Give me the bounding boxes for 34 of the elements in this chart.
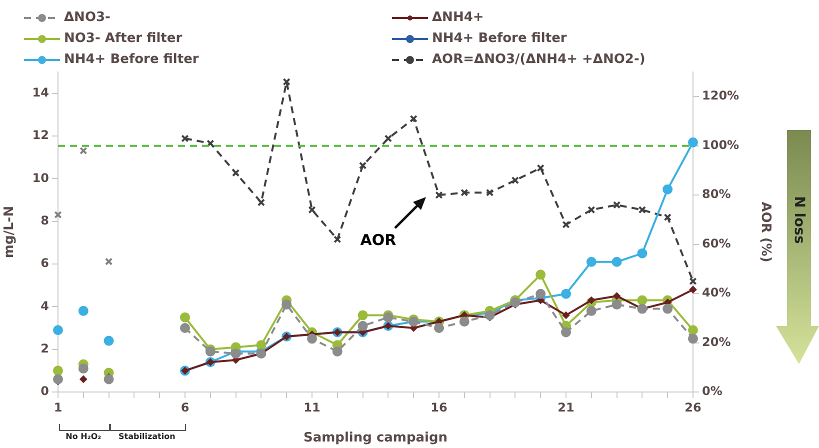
legend-label: ΔNO3- (64, 10, 110, 25)
text: N loss (791, 196, 807, 244)
y-tick-label: 4 (40, 298, 49, 313)
text: Stabilization (118, 432, 176, 441)
y2-tick-label: 60% (702, 236, 731, 250)
legend-label: NH4+ Before filter (432, 31, 567, 46)
x-tick-label: 26 (684, 400, 702, 414)
y2-tick-label: 40% (702, 286, 731, 300)
y2-tick-label: 20% (702, 334, 731, 349)
legend-label: AOR=ΔNO3/(ΔNH4+ +ΔNO2-) (432, 52, 646, 67)
y2-tick-label: 0% (702, 384, 722, 398)
text: No H₂O₂ (66, 432, 102, 441)
y-tick-label: 8 (40, 213, 49, 228)
y-tick-label: 12 (32, 128, 49, 142)
y2-axis-title: AOR (%) (758, 202, 773, 262)
legend-label: NO3- After filter (64, 31, 182, 46)
annotation: AOR (360, 230, 396, 249)
y-axis-title: mg/L-N (2, 206, 18, 258)
y-tick-label: 14 (32, 85, 49, 100)
y-tick-label: 2 (40, 341, 49, 356)
x-axis-title: Sampling campaign (303, 430, 448, 446)
y2-tick-label: 120% (702, 88, 740, 103)
y2-tick-label: 80% (702, 187, 731, 202)
x-tick-label: 1 (54, 400, 62, 414)
y-tick-label: 10 (32, 170, 49, 185)
y2-tick-label: 100% (702, 138, 740, 152)
legend-label: NH4+ Before filter (64, 52, 199, 67)
x-tick-label: 11 (304, 400, 320, 414)
x-tick-label: 6 (180, 400, 190, 414)
y-tick-label: 6 (40, 256, 49, 270)
y-tick-label: 0 (40, 384, 49, 398)
x-tick-label: 16 (430, 400, 448, 414)
x-tick-label: 21 (558, 400, 574, 414)
legend-label: ΔNH4+ (432, 10, 484, 25)
